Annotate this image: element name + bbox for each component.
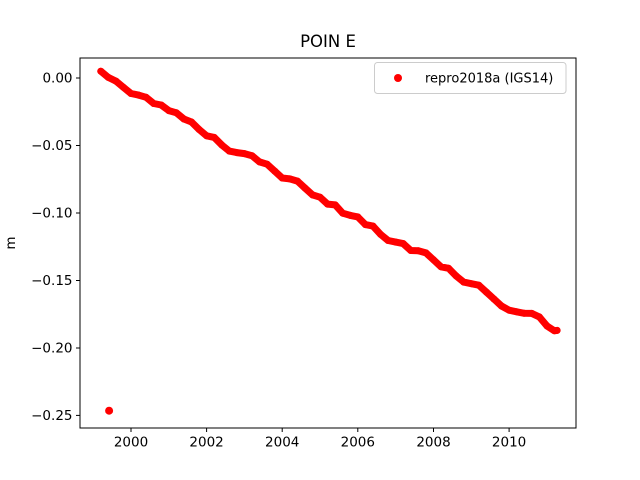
data-point <box>490 295 498 303</box>
data-point <box>112 77 120 85</box>
legend: repro2018a (IGS14) <box>374 62 567 94</box>
data-point <box>119 83 127 91</box>
y-tick-label: 0.00 <box>42 71 72 87</box>
axes-layer: 2000 2002 2004 2006 2008 2010 0.00 −0.05 −0.10 −0… <box>31 57 577 451</box>
data-point <box>535 313 543 321</box>
data-point <box>256 158 263 166</box>
legend-marker-dot <box>394 74 402 82</box>
data-point <box>399 240 407 248</box>
data-point <box>157 101 165 109</box>
y-tick-label: −0.10 <box>31 206 72 222</box>
data-point <box>331 201 339 209</box>
chart-title: POIN E <box>300 32 356 51</box>
data-point <box>324 200 332 208</box>
data-point <box>384 237 392 244</box>
data-point <box>180 115 188 123</box>
x-tick-label: 2008 <box>416 435 450 451</box>
y-axis-label: m <box>3 236 19 249</box>
data-point <box>528 309 536 317</box>
data-point <box>467 280 475 288</box>
y-tick-label: −0.20 <box>31 341 72 357</box>
data-point <box>553 326 561 334</box>
data-point <box>543 322 551 330</box>
data-point <box>482 288 490 296</box>
data-point <box>339 209 347 217</box>
y-tick-label: −0.15 <box>31 273 72 289</box>
x-tick-label: 2000 <box>114 435 148 451</box>
x-tick-label: 2002 <box>189 435 223 451</box>
data-point <box>445 264 453 272</box>
data-point <box>271 167 279 175</box>
data-point <box>104 73 112 81</box>
data-point <box>309 191 316 199</box>
data-point <box>414 247 422 255</box>
data-point <box>135 91 143 99</box>
data-point <box>165 107 173 115</box>
data-point <box>278 174 286 182</box>
data-point <box>513 308 521 316</box>
data-point <box>150 100 158 107</box>
legend-box <box>374 62 567 94</box>
data-point <box>520 309 528 317</box>
data-point <box>316 193 324 201</box>
x-tick-label: 2010 <box>492 435 526 451</box>
data-point <box>437 263 445 271</box>
data-point <box>430 256 437 264</box>
data-point <box>346 211 354 219</box>
data-point <box>218 141 226 149</box>
data-point <box>407 247 415 254</box>
data-point <box>361 221 369 229</box>
outlier-point <box>105 406 114 415</box>
data-point <box>97 67 105 75</box>
data-point <box>210 133 218 141</box>
data-point <box>225 147 233 155</box>
y-tick-label: −0.25 <box>31 408 72 424</box>
x-tick-label: 2006 <box>341 435 375 451</box>
data-point <box>293 177 301 185</box>
plot-area-border <box>79 57 577 429</box>
y-tick-label: −0.05 <box>31 138 72 154</box>
data-point <box>172 109 180 117</box>
data-point <box>452 272 460 280</box>
x-tick-label: 2004 <box>265 435 299 451</box>
data-point <box>460 278 468 286</box>
legend-label: repro2018a (IGS14) <box>425 72 553 87</box>
data-point <box>188 118 195 126</box>
data-point <box>195 126 203 133</box>
data-point <box>248 152 256 160</box>
data-point <box>263 160 271 168</box>
data-point <box>203 132 211 140</box>
data-point <box>354 213 362 221</box>
data-point <box>505 306 513 314</box>
data-point <box>475 281 483 289</box>
data-point <box>377 230 384 238</box>
data-point <box>301 184 309 192</box>
data-point <box>498 302 505 310</box>
data-point <box>127 90 135 97</box>
data-point <box>142 93 150 101</box>
data-point <box>369 222 377 230</box>
data-point <box>240 150 248 158</box>
data-point <box>286 175 294 183</box>
data-point <box>233 149 241 157</box>
data-point <box>392 238 400 246</box>
data-point <box>422 249 430 257</box>
